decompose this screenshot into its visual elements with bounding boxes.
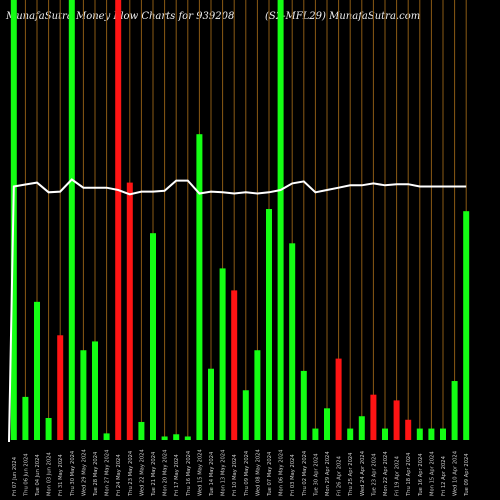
bar-4: [45, 418, 52, 440]
x-tick-label: Wed 22 May 2024: [139, 449, 145, 496]
x-tick-label: Thu 23 May 2024: [128, 450, 134, 497]
bar-5: [57, 335, 64, 440]
x-tick-label: Mon 13 May 2024: [221, 449, 227, 496]
bar-15: [173, 434, 180, 440]
bar-21: [242, 390, 249, 440]
bar-20: [231, 290, 238, 440]
bar-29: [335, 358, 342, 440]
bar-26: [300, 370, 307, 440]
x-tick-label: Tue 28 May 2024: [93, 451, 99, 497]
x-tick-label: Mon 20 May 2024: [163, 449, 169, 496]
x-tick-label: Wed 08 May 2024: [255, 449, 261, 496]
bar-28: [324, 408, 330, 440]
bar-39: [451, 381, 458, 440]
x-tick-label: Wed 24 Apr 2024: [360, 450, 366, 496]
bar-36: [416, 428, 423, 440]
x-tick-label: Wed 15 May 2024: [197, 449, 203, 496]
x-tick-label: Tue 07 May 2024: [267, 451, 273, 497]
x-tick-label: Thu 25 Apr 2024: [348, 452, 354, 497]
bar-12: [138, 421, 145, 440]
x-tick-label: Thu 09 May 2024: [244, 450, 250, 497]
bar-25: [289, 243, 296, 440]
x-tick-label: Fri 19 Apr 2024: [395, 455, 401, 496]
bar-13: [150, 233, 156, 440]
bar-8: [92, 341, 98, 440]
x-tick-label: Tue 30 Apr 2024: [313, 453, 319, 497]
bar-10: [115, 0, 122, 440]
bar-24: [277, 0, 284, 440]
x-tick-label: Tue 23 Apr 2024: [371, 453, 377, 497]
x-tick-label: Thu 02 May 2024: [302, 450, 308, 497]
x-tick-label: Mon 22 Apr 2024: [383, 451, 389, 496]
x-tick-label: Tue 09 Apr 2024: [464, 453, 470, 497]
bar-27: [312, 428, 319, 440]
bar-14: [161, 436, 168, 440]
bar-2: [22, 396, 29, 440]
x-axis-labels: Fri 07 Jun 2024 Thu 06 Jun 2024 Tue 04 Jun…: [12, 449, 470, 497]
x-tick-label: Fri 31 May 2024: [58, 454, 64, 496]
bar-33: [382, 428, 388, 440]
bar-19: [219, 268, 226, 440]
x-tick-label: Mon 06 May 2024: [279, 449, 285, 496]
x-tick-label: Wed 29 May 2024: [81, 449, 87, 496]
bar-7: [80, 350, 87, 440]
x-tick-label: Fri 26 Apr 2024: [337, 455, 343, 496]
bar-32: [370, 394, 377, 440]
bar-37: [428, 428, 435, 440]
x-tick-label: Fri 12 Apr 2024: [441, 455, 447, 496]
x-tick-label: Fri 24 May 2024: [116, 454, 122, 496]
bar-23: [266, 209, 272, 440]
x-tick-label: Fri 03 May 2024: [290, 454, 296, 496]
bar-30: [347, 428, 354, 440]
bar-22: [254, 350, 261, 440]
x-tick-label: Tue 14 May 2024: [209, 451, 215, 497]
x-tick-label: Tue 21 May 2024: [151, 451, 157, 497]
x-tick-label: Thu 30 May 2024: [70, 450, 76, 497]
chart-title-right: (S2-MFL29) MunafaSutra.com: [265, 11, 421, 22]
bar-3: [34, 301, 40, 440]
bar-17: [196, 134, 203, 440]
x-tick-label: Thu 16 May 2024: [186, 450, 192, 497]
x-tick-label: Fri 17 May 2024: [174, 454, 180, 496]
x-tick-label: Mon 29 Apr 2024: [325, 451, 331, 496]
bar-11: [126, 182, 133, 440]
bar-35: [405, 419, 412, 440]
x-tick-label: Wed 10 Apr 2024: [453, 450, 459, 496]
x-tick-label: Thu 18 Apr 2024: [406, 452, 412, 497]
x-tick-label: Tue 16 Apr 2024: [418, 453, 424, 497]
bar-40: [463, 211, 470, 440]
x-tick-label: Mon 15 Apr 2024: [429, 451, 435, 496]
x-tick-label: Fri 10 May 2024: [232, 454, 238, 496]
bar-series: [10, 0, 470, 440]
bar-6: [68, 0, 75, 440]
bar-34: [393, 400, 400, 440]
x-tick-label: Mon 27 May 2024: [105, 449, 111, 496]
bar-18: [208, 368, 214, 440]
x-tick-label: Mon 03 Jun 2024: [47, 452, 53, 496]
x-tick-label: Fri 07 Jun 2024: [12, 456, 18, 496]
price-line: [8, 178, 467, 443]
bar-9: [103, 433, 110, 440]
x-tick-label: Thu 06 Jun 2024: [23, 453, 29, 497]
bar-38: [440, 428, 446, 440]
x-tick-label: Tue 04 Jun 2024: [35, 454, 41, 497]
bar-16: [184, 436, 191, 440]
bar-31: [358, 416, 365, 440]
